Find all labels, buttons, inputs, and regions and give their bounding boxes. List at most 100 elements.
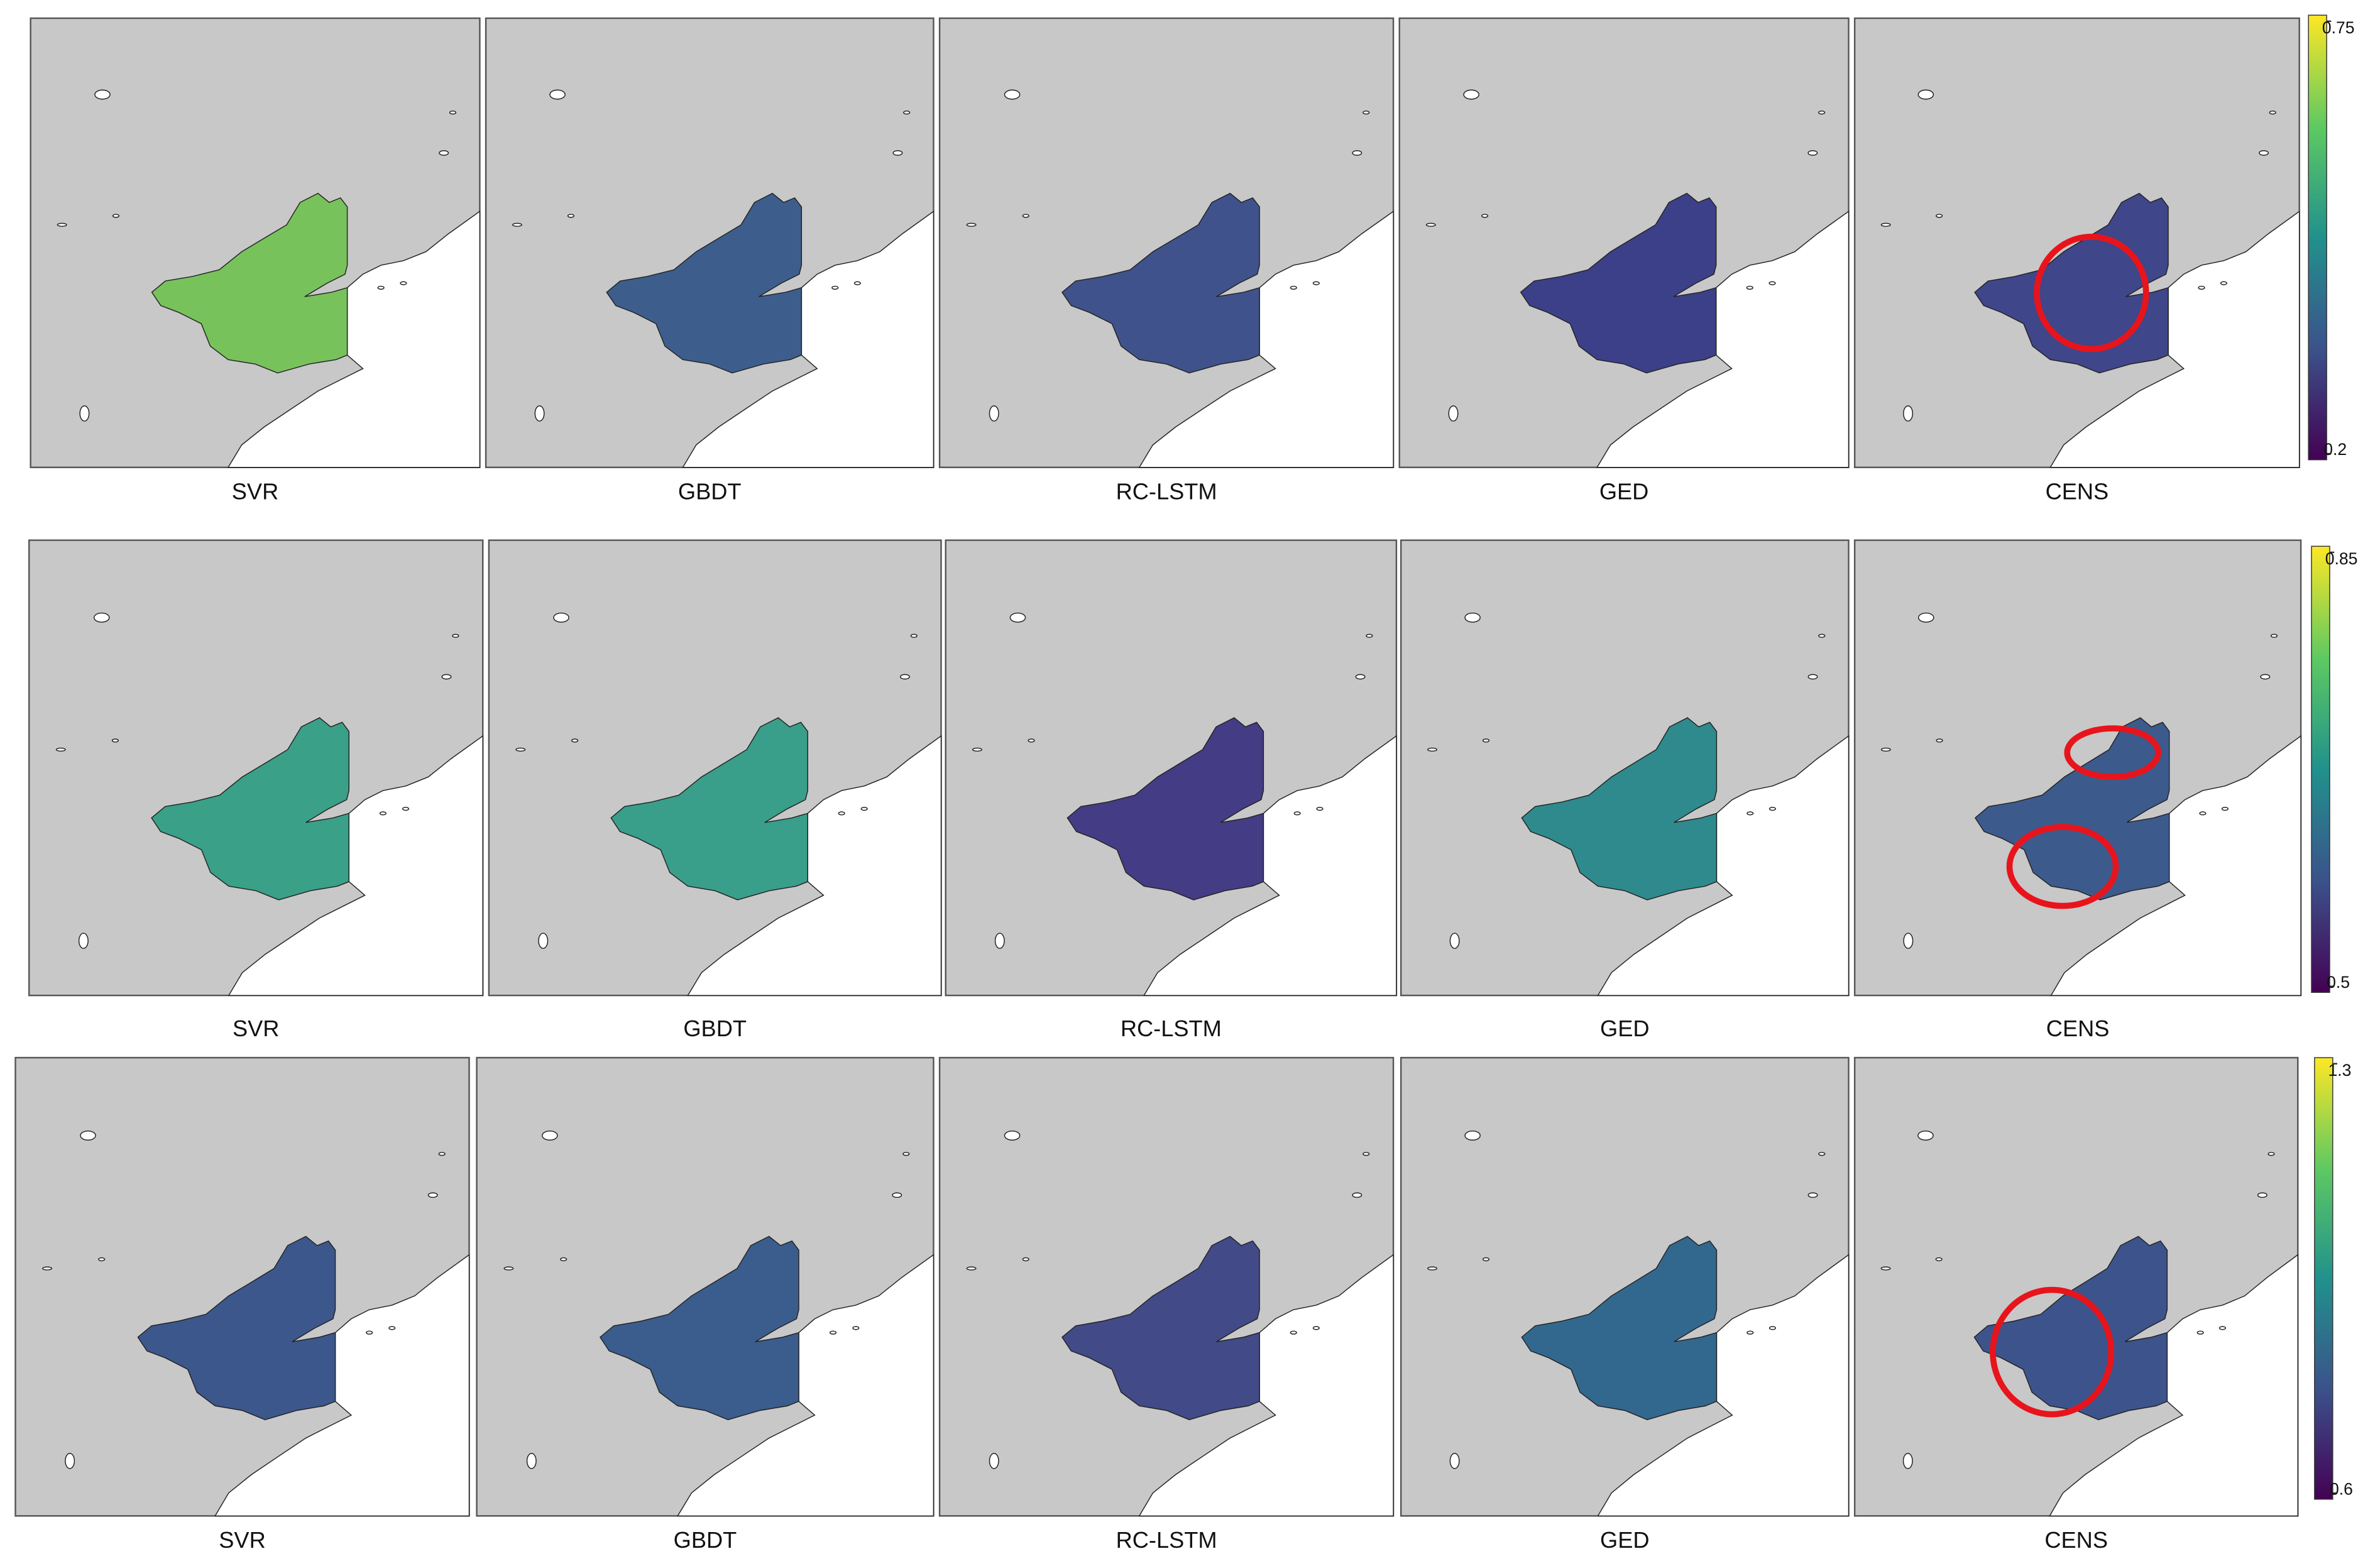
island	[1747, 811, 1754, 816]
island	[902, 1152, 910, 1156]
island	[427, 1192, 438, 1198]
island	[534, 405, 545, 422]
island	[2196, 1330, 2204, 1335]
bay-field	[137, 1235, 336, 1420]
bay-field	[1521, 717, 1718, 901]
island	[1903, 933, 1914, 949]
bay-field	[151, 192, 348, 374]
sea	[228, 735, 483, 996]
island	[910, 633, 918, 638]
highlight-ring	[2034, 233, 2149, 353]
bay-field	[606, 192, 803, 374]
map-panel	[1400, 539, 1850, 997]
panel-label: GED	[1600, 1016, 1650, 1041]
map-panel	[14, 1056, 470, 1517]
island	[1807, 1192, 1818, 1198]
panel-label: GBDT	[678, 478, 742, 504]
island	[989, 405, 999, 422]
island	[1880, 747, 1891, 752]
island	[972, 747, 982, 752]
island	[2221, 806, 2229, 811]
island	[439, 150, 449, 156]
map-panel	[945, 539, 1398, 997]
highlight-ring	[2064, 725, 2161, 780]
island	[388, 1326, 396, 1330]
island	[994, 933, 1005, 949]
island	[98, 1257, 106, 1262]
island	[111, 738, 119, 743]
panel-label: SVR	[232, 478, 278, 504]
island	[1880, 1266, 1891, 1271]
island	[1818, 110, 1826, 115]
island	[1463, 89, 1479, 100]
bay-field	[1521, 1235, 1718, 1420]
sea	[1597, 735, 1850, 996]
island	[1449, 933, 1460, 949]
map-panel	[28, 539, 484, 997]
map-panel	[1400, 1056, 1850, 1517]
island	[1009, 612, 1026, 623]
colorbar-tick-label: 0.6	[2330, 1479, 2353, 1498]
panel-label: CENS	[2046, 478, 2109, 504]
island	[512, 222, 522, 227]
island	[1355, 674, 1366, 680]
colorbar	[2314, 1057, 2333, 1500]
island	[989, 1453, 999, 1469]
island	[571, 738, 579, 743]
sea	[677, 1254, 935, 1517]
island	[1903, 405, 1914, 422]
island	[1022, 214, 1029, 218]
island	[549, 89, 566, 100]
island	[1936, 214, 1943, 218]
island	[1807, 674, 1818, 680]
map-panel	[1398, 17, 1850, 468]
island	[1312, 281, 1320, 285]
panel-label: GBDT	[683, 1016, 747, 1041]
island	[892, 1192, 902, 1198]
highlight-ring	[1990, 1286, 2115, 1418]
island	[42, 1266, 53, 1271]
island	[1917, 612, 1934, 623]
island	[400, 281, 407, 285]
island	[1464, 1131, 1481, 1141]
panel-label: RC-LSTM	[1116, 1527, 1217, 1553]
island	[1449, 1453, 1460, 1469]
island	[966, 1266, 977, 1271]
highlight-ring	[2006, 824, 2119, 909]
island	[379, 811, 387, 816]
island	[438, 1152, 446, 1156]
island	[538, 933, 549, 949]
island	[831, 285, 839, 290]
island	[1818, 1152, 1826, 1156]
island	[1004, 89, 1021, 100]
island	[94, 89, 111, 100]
panel-label: SVR	[219, 1527, 265, 1553]
island	[860, 806, 868, 811]
island	[2220, 281, 2227, 285]
island	[1917, 89, 1934, 100]
island	[903, 110, 911, 115]
island	[1022, 1257, 1029, 1262]
island	[838, 811, 845, 816]
island	[1425, 222, 1436, 227]
colorbar	[2308, 14, 2327, 461]
island	[1935, 1257, 1943, 1262]
island	[560, 1257, 568, 1262]
island	[1818, 633, 1826, 638]
bay-field	[1973, 1235, 2168, 1420]
island	[366, 1330, 373, 1335]
colorbar	[2311, 545, 2330, 993]
island	[1769, 281, 1776, 285]
sea	[1138, 210, 1394, 468]
island	[1004, 1131, 1021, 1141]
island	[57, 222, 67, 227]
map-panel	[938, 17, 1395, 468]
island	[1482, 738, 1490, 743]
sea	[2050, 735, 2301, 996]
colorbar-tick-label: 0.75	[2322, 18, 2355, 37]
sea	[687, 735, 942, 996]
island	[852, 1326, 860, 1330]
sea	[1597, 1254, 1850, 1517]
island	[1363, 1152, 1370, 1156]
